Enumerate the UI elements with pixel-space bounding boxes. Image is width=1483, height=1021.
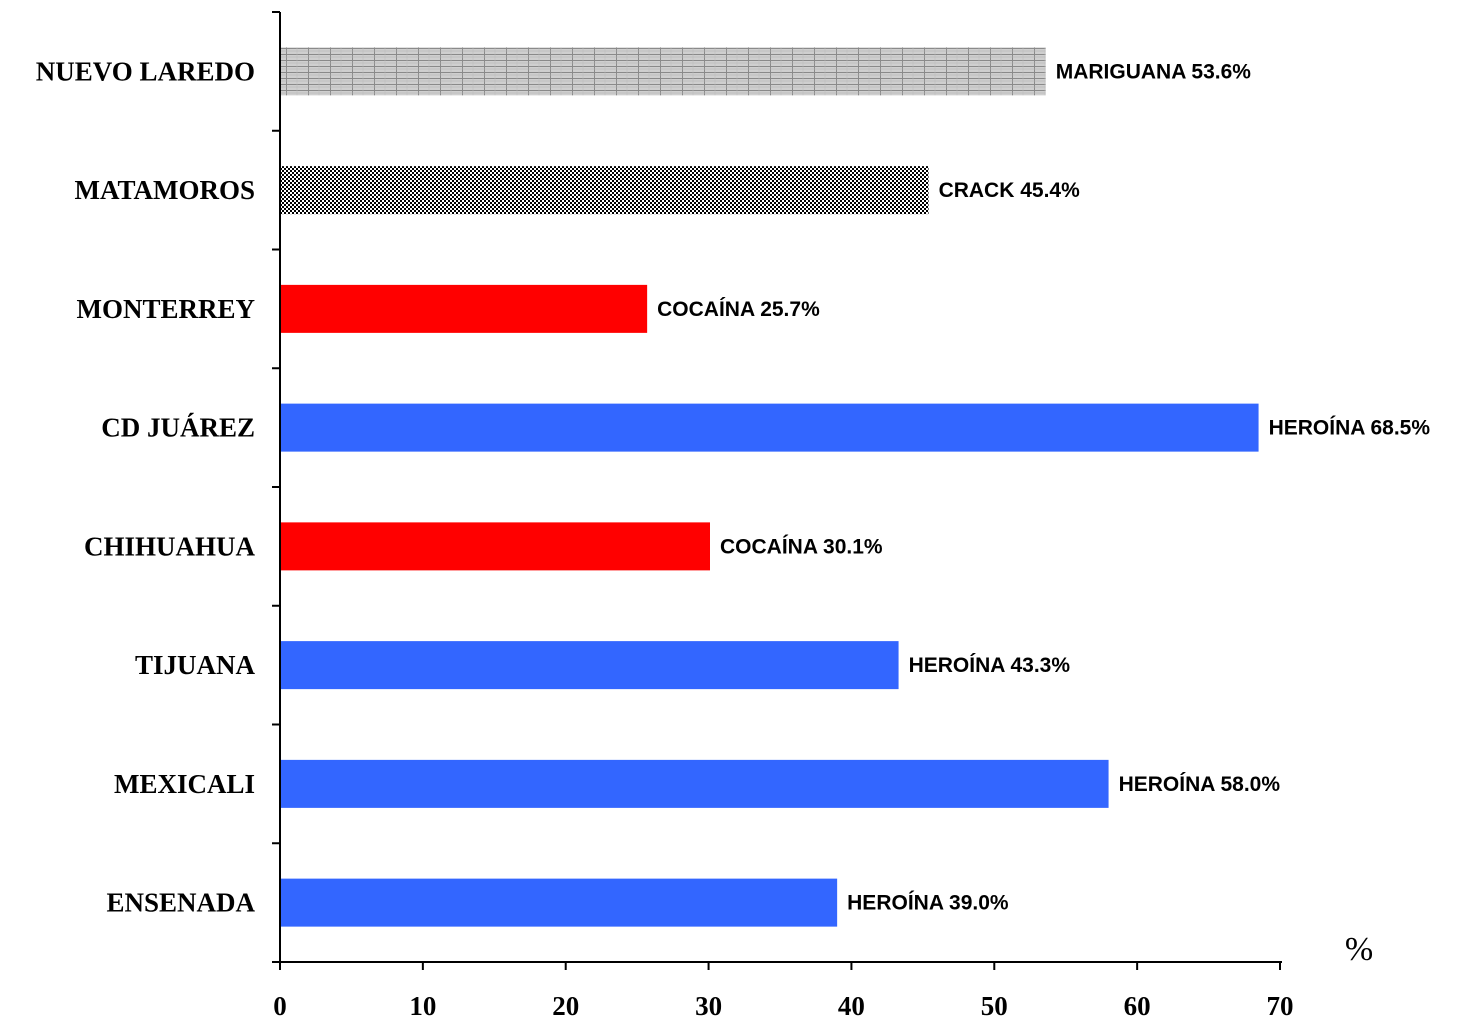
category-label: TIJUANA (135, 650, 256, 680)
bar-data-label: CRACK 45.4% (939, 179, 1081, 202)
x-tick-label: 10 (409, 991, 436, 1021)
bar (281, 522, 710, 571)
x-axis-unit-label: % (1345, 931, 1373, 968)
category-label: MONTERREY (76, 294, 255, 324)
category-label: CD JUÁREZ (101, 413, 255, 443)
category-label: MEXICALI (114, 769, 255, 799)
axes (272, 12, 1282, 963)
bar-data-label: HEROÍNA 39.0% (847, 892, 1009, 915)
bar (281, 759, 1109, 808)
x-tick-label: 0 (273, 991, 287, 1021)
bar (281, 878, 838, 927)
bar (281, 47, 1046, 96)
x-tick-label: 50 (981, 991, 1008, 1021)
category-label: ENSENADA (106, 888, 255, 918)
y-ticks (272, 11, 280, 963)
x-tick-label: 60 (1124, 991, 1151, 1021)
x-tick-label: 40 (838, 991, 865, 1021)
bar (281, 403, 1259, 452)
x-tick-label: 70 (1267, 991, 1294, 1021)
bars (281, 47, 1259, 927)
category-label: CHIHUAHUA (84, 531, 256, 561)
bar (281, 166, 929, 215)
bar-data-label: HEROÍNA 68.5% (1269, 417, 1431, 440)
bar-data-label: COCAÍNA 25.7% (657, 298, 820, 321)
x-tick-label: 30 (695, 991, 722, 1021)
category-labels: NUEVO LAREDO MATAMOROS MONTERREY CD JUÁREZ C… (36, 56, 256, 917)
data-labels: MARIGUANA 53.6% CRACK 45.4% COCAÍNA 25.7% H… (657, 60, 1430, 914)
bar (281, 641, 899, 690)
bar-data-label: HEROÍNA 43.3% (909, 654, 1071, 677)
category-label: MATAMOROS (75, 175, 255, 205)
x-tick-label: 20 (552, 991, 579, 1021)
bar-data-label: MARIGUANA 53.6% (1056, 60, 1252, 83)
x-ticks: 0 10 20 30 40 50 60 70 (273, 962, 1294, 1021)
bar-data-label: HEROÍNA 58.0% (1119, 773, 1281, 796)
category-label: NUEVO LAREDO (36, 56, 255, 86)
bar (281, 284, 648, 333)
bar-data-label: COCAÍNA 30.1% (720, 535, 883, 558)
